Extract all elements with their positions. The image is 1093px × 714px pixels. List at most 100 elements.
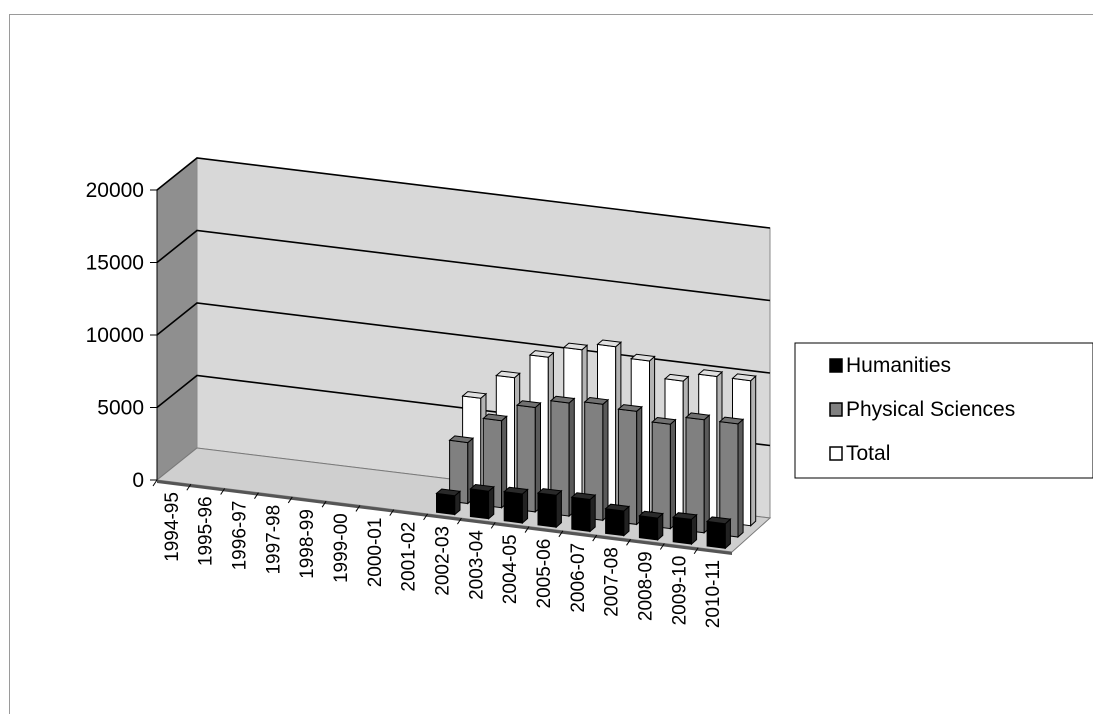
x-tick-mark — [254, 492, 259, 499]
bar-front — [672, 516, 692, 545]
legend-label-total: Total — [846, 442, 890, 465]
x-tick-mark — [592, 534, 598, 542]
bar-top — [515, 400, 542, 409]
bar-humanities-2009-10 — [672, 512, 698, 546]
chart-frame — [9, 14, 1093, 714]
bar-humanities-2003-04 — [469, 483, 495, 520]
x-tick-label: 2010-11 — [703, 560, 724, 628]
x-tick-mark — [456, 517, 462, 525]
bar-top — [718, 416, 745, 425]
bar-physical-sciences-2009-10 — [684, 412, 711, 534]
x-tick-label: 2009-10 — [669, 556, 690, 626]
legend-swatch-physical-sciences — [829, 402, 843, 417]
x-tick-label: 2003-04 — [466, 530, 487, 600]
bar-top — [503, 486, 529, 495]
x-tick-mark — [389, 509, 395, 516]
bar-top — [672, 512, 698, 520]
bar-humanities-2006-07 — [570, 492, 597, 533]
bar-top — [495, 370, 521, 379]
bar-top — [583, 396, 610, 405]
bar-top — [604, 503, 631, 512]
x-tick-label: 2008-09 — [635, 551, 656, 621]
x-tick-label: 1997-98 — [263, 505, 284, 575]
x-tick-mark — [659, 543, 665, 550]
x-tick-label: 2000-01 — [365, 518, 386, 588]
legend-label-physical-sciences: Physical Sciences — [846, 398, 1015, 421]
bar-physical-sciences-2002-03 — [448, 435, 475, 505]
bar-side — [521, 488, 529, 525]
bar-top — [663, 373, 690, 382]
bar-front — [571, 496, 591, 532]
x-tick-mark — [287, 496, 293, 504]
legend: Humanities Physical Sciences Total — [794, 342, 1093, 479]
x-tick-label: 1994-95 — [162, 492, 183, 562]
legend-box — [794, 342, 1093, 479]
bar-front — [605, 508, 625, 537]
x-tick-label: 2007-08 — [602, 547, 623, 617]
bar-front — [638, 515, 659, 541]
x-tick-label: 2006-07 — [568, 543, 589, 613]
bar-humanities-2007-08 — [604, 503, 631, 537]
bar-humanities-2004-05 — [503, 486, 529, 525]
bar-top — [536, 488, 563, 496]
bar-physical-sciences-2007-08 — [617, 404, 643, 526]
bar-physical-sciences-2005-06 — [549, 395, 576, 518]
bar-top — [651, 416, 677, 425]
bar-top — [528, 350, 555, 358]
y-tick-label: 10000 — [86, 324, 144, 347]
x-tick-mark — [490, 522, 496, 529]
bar-top — [469, 483, 495, 492]
bar-top — [596, 339, 623, 348]
bar-humanities-2002-03 — [435, 488, 462, 516]
floor-edge — [157, 480, 732, 555]
x-tick-label: 2001-02 — [399, 522, 420, 592]
bar-top — [435, 488, 462, 497]
x-tick-mark — [693, 547, 699, 555]
bar-top — [731, 373, 757, 382]
bar-side — [555, 489, 562, 529]
bar-humanities-2008-09 — [638, 510, 664, 542]
x-tick-label: 1995-96 — [196, 496, 217, 566]
bar-side — [669, 418, 676, 530]
x-tick-mark — [355, 505, 361, 512]
bar-physical-sciences-2010-11 — [718, 416, 745, 539]
x-tick-mark — [186, 483, 192, 491]
x-tick-mark — [152, 479, 158, 487]
bar-side — [589, 494, 596, 533]
bar-side — [737, 418, 744, 539]
bars — [435, 339, 757, 550]
bar-front — [503, 491, 523, 524]
bar-top — [630, 353, 656, 362]
bar-top — [549, 395, 576, 404]
bar-side — [636, 405, 643, 526]
bar-front — [537, 492, 557, 528]
bar-top — [562, 342, 589, 351]
x-tick-label: 2002-03 — [433, 526, 454, 596]
y-tick-label: 15000 — [86, 252, 144, 275]
bar-top — [684, 412, 711, 421]
bar-top — [570, 492, 597, 501]
bar-top — [461, 391, 488, 399]
x-tick-label: 2004-05 — [500, 534, 521, 604]
bar-front — [436, 492, 456, 516]
x-tick-label: 1998-99 — [297, 509, 318, 579]
x-tick-mark — [626, 539, 631, 546]
bar-humanities-2010-11 — [705, 516, 732, 550]
bar-physical-sciences-2008-09 — [651, 416, 677, 530]
y-tick-label: 0 — [132, 469, 144, 492]
gridline — [156, 157, 771, 229]
x-tick-mark — [220, 488, 226, 495]
x-tick-mark — [321, 500, 327, 508]
x-tick-label: 1999-00 — [331, 513, 352, 583]
x-tick-label: 1996-97 — [230, 501, 251, 571]
bar-side — [488, 485, 495, 520]
x-tick-mark — [524, 526, 530, 533]
bar-top — [697, 369, 724, 378]
bar-front — [469, 488, 490, 520]
bar-side — [750, 374, 757, 527]
bar-physical-sciences-2003-04 — [482, 413, 508, 509]
x-axis-ticks: 1994-95 1995-96 1996-97 1997-98 1998-99 1999-… — [152, 479, 724, 628]
bar-top — [482, 413, 508, 422]
bar-physical-sciences-2006-07 — [583, 396, 610, 522]
